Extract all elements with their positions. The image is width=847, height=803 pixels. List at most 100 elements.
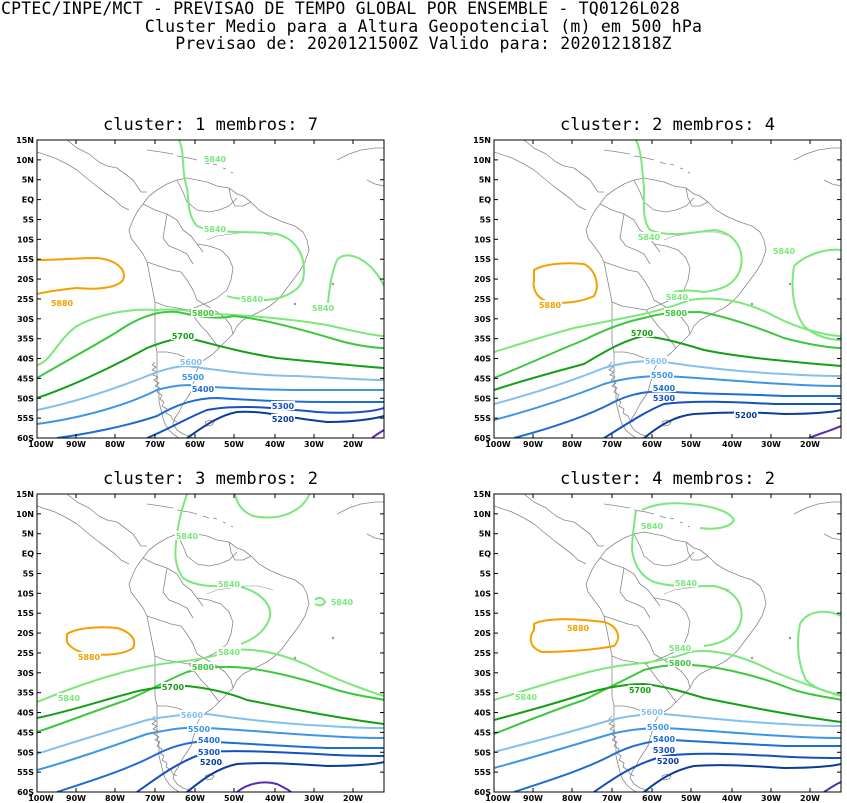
contour-label: 5840 [204,225,227,234]
contour-label: 5700 [629,686,652,695]
header-line-2: Cluster Medio para a Altura Geopotencial… [144,16,703,36]
contour-label: 5200 [657,757,680,766]
lat-tick-label: 30S [474,669,491,678]
map-plot-area: 5840 5840 5840 5840 5880 5800 5700 5600 5500 5400… [37,140,384,438]
map-plot-area: 5840 5840 5840 5840 5840 5880 5800 5700 5600 5500… [37,494,384,792]
contour-label-bg [197,747,221,756]
lon-tick-label: 20W [800,440,820,449]
lat-tick-label: 15N [473,490,491,499]
contour-label: 5800 [192,309,215,318]
contour-label-bg [191,308,215,317]
isoline-5840 [174,494,272,645]
panel-title: cluster: 3 membros: 2 [103,469,318,489]
lat-tick-label: EQ [22,196,34,205]
contour-label-bg [644,356,668,365]
lat-tick-label: 50S [474,748,491,757]
lon-tick-label: 40W [722,440,742,449]
map-panel-cluster-2: cluster: 2 membros: 4 5840 5840 5840 5880 580… [473,115,842,449]
map-frame [36,139,385,439]
lat-tick-label: 10S [474,589,491,598]
lat-tick-label: 35S [474,689,491,698]
contour-label: 5840 [241,295,264,304]
contour-label-bg [668,658,692,667]
isoline-5880 [532,262,598,304]
chart-header: CPTEC/INPE/MCT - PREVISAO DE TEMPO GLOBA… [0,0,847,53]
lon-tick-label: 40W [265,794,285,803]
contour-label: 5880 [539,301,562,310]
lat-tick-label: 5S [23,569,35,578]
isoline-5300 [146,405,384,438]
lon-tick-label: 80W [105,440,125,449]
lon-tick-label: 70W [145,794,165,803]
lat-tick-label: 25S [17,649,34,658]
contour-label-bg [652,383,676,392]
map-plot-area: 5840 5840 5840 5840 5880 5800 5700 5600 5500 5400… [494,494,841,792]
lat-tick-label: 5S [23,215,35,224]
contour-label: 5500 [647,723,670,732]
lon-tick-label: 80W [562,440,582,449]
contour-label-bg [665,292,689,301]
isoline-5840 [37,648,384,703]
lon-tick-label: 60W [185,440,205,449]
contour-label-bg [652,734,676,743]
panel-title: cluster: 4 membros: 2 [560,469,775,489]
lat-tick-label: 5N [479,530,491,539]
lon-tick-label: 80W [105,794,125,803]
contour-label-bg [640,521,664,530]
isoline-5300 [603,400,841,438]
lat-tick-label: 15N [473,136,491,145]
contour-label: 5200 [272,415,295,424]
contour-label: 5400 [198,736,221,745]
lat-tick-label: 45S [474,728,491,737]
lat-tick-label: 10N [473,510,491,519]
lon-tick-label: 50W [224,794,244,803]
lat-tick-label: 45S [474,374,491,383]
contour-label: 5400 [653,735,676,744]
lat-tick-label: EQ [22,550,34,559]
contour-label: 5840 [666,293,689,302]
contour-label: 5840 [204,155,227,164]
lat-tick-label: 30S [474,315,491,324]
lon-tick-label: 70W [602,440,622,449]
contour-label: 5600 [181,711,204,720]
contour-label: 5200 [200,758,223,767]
lon-tick-label: 20W [800,794,820,803]
contour-label: 5500 [182,373,205,382]
lon-tick-label: 90W [523,440,543,449]
contour-label: 5300 [272,402,295,411]
contour-label-bg [199,757,223,766]
map-panel-cluster-4: cluster: 4 membros: 2 5840 5840 5840 5840 588… [473,469,842,803]
lat-tick-label: 10S [17,589,34,598]
lat-tick-label: 20S [474,629,491,638]
contour-label-bg [179,357,203,366]
contour-label: 5840 [218,648,241,657]
isoline-5840 [37,308,384,366]
isoline-5840 [797,610,841,695]
lat-tick-label: 15S [17,609,34,618]
isoline-5840 [326,254,384,311]
lat-tick-label: 10N [16,156,34,165]
map-frame [493,493,842,793]
contour-label-bg [656,756,680,765]
lat-tick-label: 5N [22,530,34,539]
contour-label-bg [734,410,758,419]
isoline-5840 [178,140,305,302]
lon-tick-label: 50W [681,794,701,803]
contour-label: 5800 [669,659,692,668]
lat-tick-label: 35S [474,335,491,344]
isoline-5880 [529,618,620,654]
lat-tick-label: 35S [17,689,34,698]
contour-label: 5500 [188,725,211,734]
lon-tick-label: 70W [602,794,622,803]
lat-tick-label: 35S [17,335,34,344]
contour-label-bg [772,246,796,255]
lat-tick-label: 30S [17,669,34,678]
contour-label-bg [674,578,698,587]
lat-tick-label: 20S [474,275,491,284]
contour-label: 5300 [198,748,221,757]
header-line-3: Previsao de: 2020121500Z Valido para: 20… [175,34,672,53]
isoline-5300 [136,750,384,792]
lon-tick-label: 90W [66,794,86,803]
contour-label-bg [181,372,205,381]
isoline-5840 [494,650,841,701]
